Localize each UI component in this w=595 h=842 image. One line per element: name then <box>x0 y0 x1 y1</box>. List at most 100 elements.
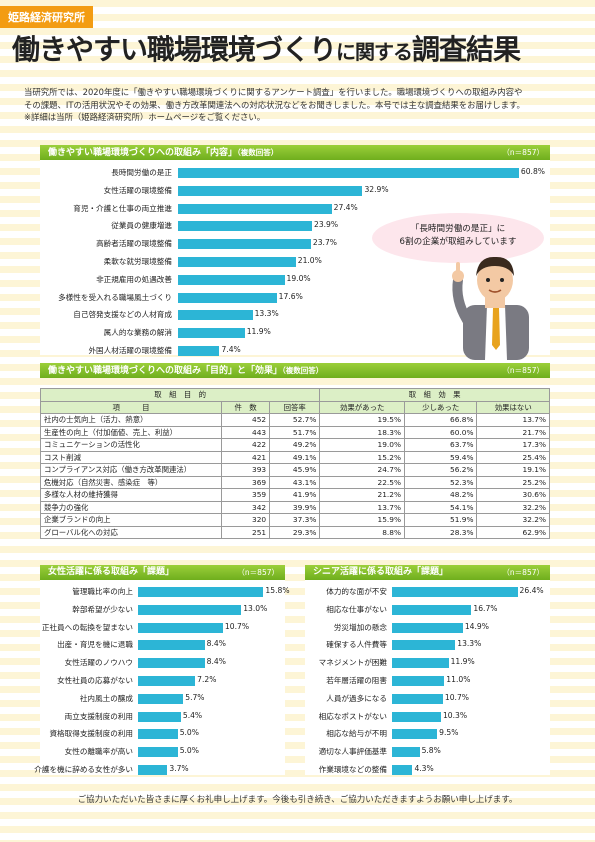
table-cell: グローバル化への対応 <box>40 525 222 539</box>
table-cell: 32.2% <box>476 500 550 514</box>
table-cell: 443 <box>220 425 271 439</box>
table-cell: 320 <box>220 513 271 527</box>
section1-heading: 働きやすい職場環境づくりへの取組み「内容」（複数回答） （n＝857） <box>40 145 550 160</box>
table-cell: 359 <box>220 488 271 502</box>
table-cell: 49.1% <box>269 450 321 464</box>
table-cell: コンプライアンス対応（働き方改革関連法） <box>40 463 222 477</box>
intro-line: その課題、ITの活用状況やその効果、働き方改革関連法への対応状況などをお聞きしま… <box>24 99 525 110</box>
bar-label: 相応なポストがない <box>318 711 387 721</box>
bar <box>178 292 277 303</box>
bar-value-label: 11.0% <box>446 675 471 684</box>
table-cell: 48.2% <box>404 488 478 502</box>
bar-label: 作業環境などの整備 <box>318 765 387 774</box>
table-cell: 52.7% <box>269 413 321 427</box>
bar-label: 非正規雇用の処遇改善 <box>96 274 172 284</box>
bar-value-label: 21.0% <box>297 256 322 265</box>
title-end: 調査結果 <box>412 33 521 66</box>
table-cell: 28.3% <box>404 525 478 539</box>
bar-value-label: 9.5% <box>439 728 459 738</box>
table-group-header: 取 組 目 的 取 組 効 果 <box>39 388 550 402</box>
bar <box>138 622 223 633</box>
bar <box>138 747 178 758</box>
bar-value-label: 10.3% <box>442 710 468 720</box>
col-none: 効果はない <box>476 400 550 414</box>
table-cell: 25.4% <box>476 450 550 464</box>
bar <box>178 310 253 321</box>
purpose-effect-table: 取 組 目 的 取 組 効 果 項 目 件 数 回答率 効果があった 少しあった… <box>39 388 550 539</box>
table-cell: 43.1% <box>269 475 321 489</box>
table-cell: 競争力の強化 <box>40 500 222 514</box>
bar-value-label: 13.3% <box>254 309 279 319</box>
table-row: コンプライアンス対応（働き方改革関連法） 393 45.9% 24.7% 56.2% 19… <box>40 463 550 477</box>
table-cell: 56.2% <box>404 463 478 477</box>
table-cell: 62.9% <box>476 525 550 539</box>
bubble-line2: 6割の企業が取組みしています <box>399 237 517 247</box>
bar-label: 両立支援制度の利用 <box>64 711 133 721</box>
bar-value-label: 5.0% <box>179 728 199 738</box>
bar <box>392 587 518 597</box>
title-main: 働きやすい職場環境づくり <box>12 33 337 66</box>
table-cell: 66.8% <box>404 413 478 427</box>
col-rate: 回答率 <box>269 400 321 414</box>
table-cell: 393 <box>220 463 271 477</box>
bar <box>178 346 220 356</box>
bar <box>392 693 443 704</box>
table-cell: 51.9% <box>404 513 478 527</box>
bar-label: 管理職比率の向上 <box>72 587 133 596</box>
bar-value-label: 17.6% <box>278 291 303 301</box>
intro-line: ※詳細は当所（姫路経済研究所）ホームページをご覧ください。 <box>24 112 266 122</box>
bar-value-label: 26.4% <box>519 586 544 595</box>
col-effective: 効果があった <box>319 400 406 414</box>
table-cell: 15.9% <box>319 513 406 527</box>
col-count: 件 数 <box>220 400 271 414</box>
businessman-pointing-icon <box>452 256 529 360</box>
section4-panel <box>305 565 550 775</box>
table-row: 競争力の強化 342 39.9% 13.7% 54.1% 32.2% <box>40 500 550 514</box>
bar <box>392 604 472 615</box>
bar-value-label: 27.4% <box>333 202 358 212</box>
bubble-line1: 「長時間労働の是正」に <box>410 224 506 234</box>
bar-value-label: 23.9% <box>313 220 339 230</box>
bar-value-label: 14.9% <box>464 621 489 631</box>
bar-value-label: 60.8% <box>520 167 545 176</box>
table-cell: コスト削減 <box>40 450 222 464</box>
bar <box>392 676 445 686</box>
bar-label: 自己啓発支援などの人材育成 <box>73 310 172 320</box>
bar-label: 適切な人事評価基準 <box>318 747 387 757</box>
brand-tag: 姫路経済研究所 <box>0 6 93 28</box>
bar <box>138 676 196 686</box>
table-cell: 生産性の向上（付加価値、売上、利益） <box>40 425 222 439</box>
bar-label: 女性活躍の環境整備 <box>103 185 172 195</box>
bar-label: 介護を機に辞める女性が多い <box>34 765 133 774</box>
bar-value-label: 11.9% <box>246 327 271 337</box>
bar-value-label: 10.7% <box>224 621 250 631</box>
table-cell: 39.9% <box>269 500 321 514</box>
bar-value-label: 8.4% <box>206 657 226 667</box>
bar <box>392 711 441 722</box>
table-row: 生産性の向上（付加価値、売上、利益） 443 51.7% 18.3% 60.0% 21.7… <box>40 425 550 439</box>
table-cell: コミュニケーションの活性化 <box>40 438 222 452</box>
table-cell: 15.2% <box>319 450 406 464</box>
bar <box>138 765 168 775</box>
bar-value-label: 4.3% <box>414 764 434 773</box>
bar-value-label: 5.7% <box>185 692 205 702</box>
table-cell: 421 <box>220 450 271 464</box>
table-row: グローバル化への対応 251 29.3% 8.8% 28.3% 62.9% <box>40 525 550 539</box>
table-cell: 32.2% <box>476 513 550 527</box>
bar <box>178 257 296 267</box>
bar-label: 確保する人件費等 <box>326 640 387 650</box>
section1-n: （n＝857） <box>502 148 544 157</box>
bar-value-label: 11.9% <box>450 657 475 667</box>
bar <box>178 221 312 232</box>
bar <box>178 239 311 250</box>
table-cell: 29.3% <box>269 525 321 539</box>
bar <box>178 274 285 285</box>
footer-message: ご協力いただいた皆さまに厚くお礼申し上げます。今後も引き続き、ご協力いただきます… <box>77 795 518 805</box>
bar <box>138 658 205 669</box>
table-cell: 25.2% <box>476 475 550 489</box>
bar-label: マネジメントが困難 <box>318 658 387 668</box>
bar-label: 正社員への転換を望まない <box>41 622 133 632</box>
table-cell: 危機対応（自然災害、感染症 等） <box>40 475 222 489</box>
bar-label: 若年層活躍の阻害 <box>326 676 387 685</box>
bar-value-label: 7.2% <box>197 675 217 684</box>
